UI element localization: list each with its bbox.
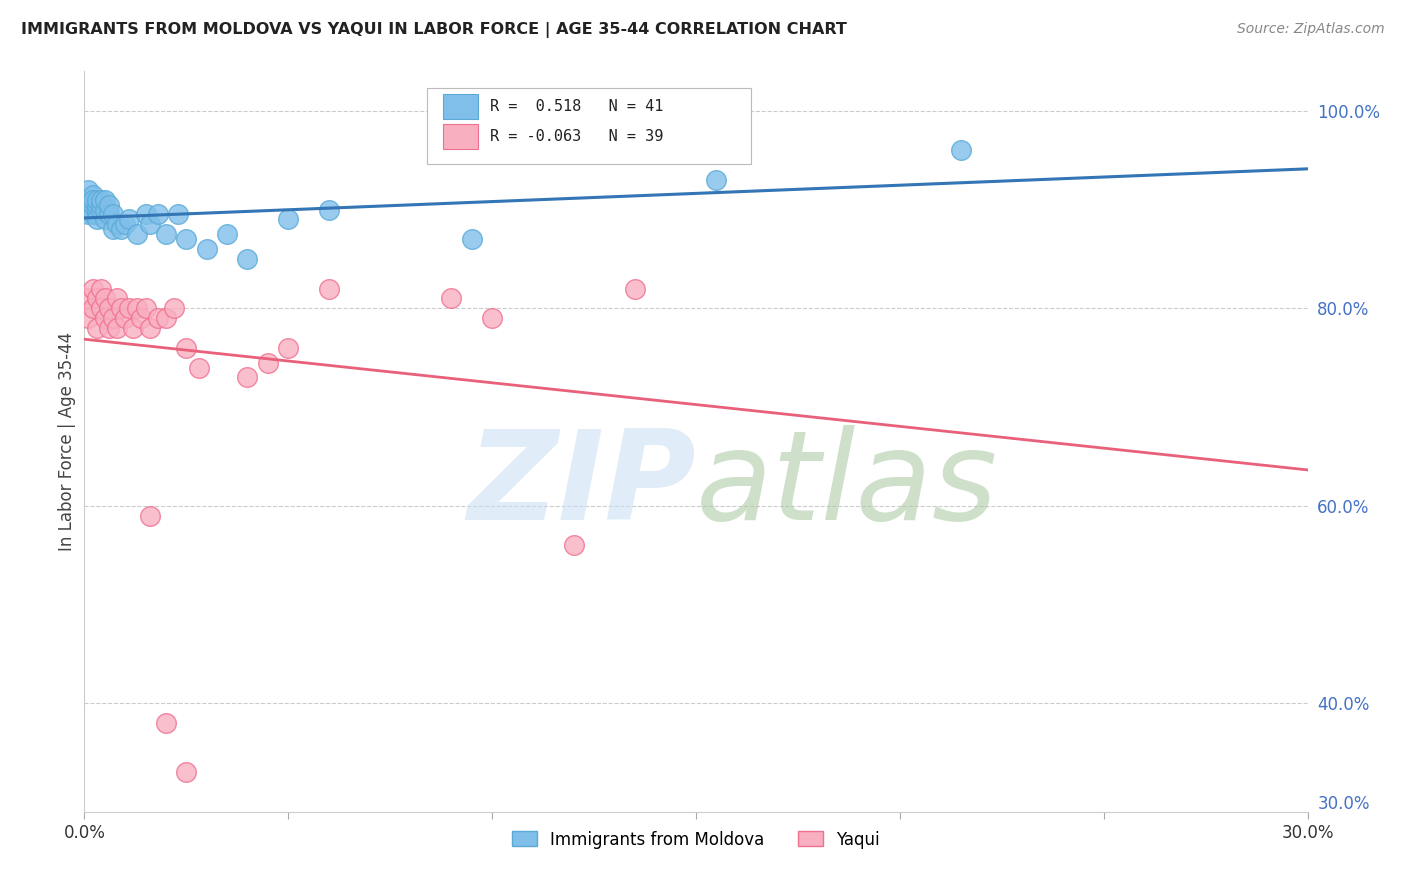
Point: [77, 311, 100, 326]
Text: R =  0.518   N = 41: R = 0.518 N = 41: [491, 99, 664, 113]
Point: [146, 311, 169, 326]
Point: [82, 301, 104, 316]
FancyBboxPatch shape: [443, 124, 478, 150]
Point: [155, 715, 177, 730]
Point: [82, 207, 104, 221]
Point: [950, 144, 973, 158]
Point: [86, 292, 108, 306]
Point: [706, 173, 728, 187]
Point: [131, 311, 153, 326]
Text: IMMIGRANTS FROM MOLDOVA VS YAQUI IN LABOR FORCE | AGE 35-44 CORRELATION CHART: IMMIGRANTS FROM MOLDOVA VS YAQUI IN LABO…: [21, 22, 846, 38]
Point: [82, 187, 104, 202]
Point: [86, 193, 108, 207]
Point: [236, 252, 259, 266]
Point: [86, 321, 108, 335]
Text: Source: ZipAtlas.com: Source: ZipAtlas.com: [1237, 22, 1385, 37]
Point: [86, 197, 108, 211]
Point: [82, 193, 104, 207]
Point: [101, 207, 124, 221]
Point: [461, 232, 484, 246]
Point: [155, 311, 177, 326]
Point: [93, 202, 115, 217]
Point: [82, 281, 104, 295]
Point: [174, 341, 197, 355]
Point: [90, 301, 112, 316]
Point: [277, 212, 299, 227]
Point: [97, 321, 120, 335]
Point: [86, 207, 108, 221]
Point: [114, 218, 136, 232]
Point: [118, 212, 141, 227]
Point: [105, 321, 128, 335]
Point: [90, 197, 112, 211]
Point: [105, 292, 128, 306]
Point: [101, 311, 124, 326]
Point: [318, 202, 340, 217]
Point: [77, 193, 100, 207]
Point: [77, 207, 100, 221]
Point: [257, 355, 280, 369]
FancyBboxPatch shape: [427, 88, 751, 164]
Point: [118, 301, 141, 316]
Point: [481, 311, 503, 326]
Point: [217, 227, 239, 242]
Point: [93, 292, 115, 306]
Point: [122, 321, 145, 335]
Point: [146, 207, 169, 221]
Point: [90, 193, 112, 207]
Point: [155, 227, 177, 242]
Point: [138, 508, 160, 523]
Point: [236, 370, 259, 384]
Point: [77, 292, 100, 306]
Text: R = -0.063   N = 39: R = -0.063 N = 39: [491, 129, 664, 145]
Point: [187, 360, 209, 375]
Point: [135, 301, 157, 316]
Point: [127, 227, 149, 242]
Point: [97, 301, 120, 316]
Point: [195, 242, 218, 256]
Point: [440, 292, 463, 306]
Point: [82, 197, 104, 211]
Point: [138, 218, 160, 232]
Point: [86, 202, 108, 217]
Point: [101, 222, 124, 236]
Point: [277, 341, 299, 355]
Point: [318, 281, 340, 295]
Point: [93, 193, 115, 207]
Point: [90, 281, 112, 295]
Point: [93, 311, 115, 326]
Point: [135, 207, 157, 221]
Point: [86, 212, 108, 227]
Text: ZIP: ZIP: [467, 425, 696, 547]
Text: atlas: atlas: [696, 425, 998, 547]
Point: [114, 311, 136, 326]
Point: [163, 301, 186, 316]
Point: [624, 281, 647, 295]
Point: [97, 207, 120, 221]
Point: [77, 183, 100, 197]
Point: [105, 218, 128, 232]
Legend: Immigrants from Moldova, Yaqui: Immigrants from Moldova, Yaqui: [505, 824, 887, 855]
Point: [174, 232, 197, 246]
Point: [110, 222, 132, 236]
Point: [174, 765, 197, 780]
Point: [562, 538, 585, 552]
Point: [97, 197, 120, 211]
Point: [138, 321, 160, 335]
Point: [167, 207, 190, 221]
Point: [90, 202, 112, 217]
Point: [127, 301, 149, 316]
Point: [110, 301, 132, 316]
Point: [93, 212, 115, 227]
FancyBboxPatch shape: [443, 94, 478, 119]
Y-axis label: In Labor Force | Age 35-44: In Labor Force | Age 35-44: [58, 332, 76, 551]
